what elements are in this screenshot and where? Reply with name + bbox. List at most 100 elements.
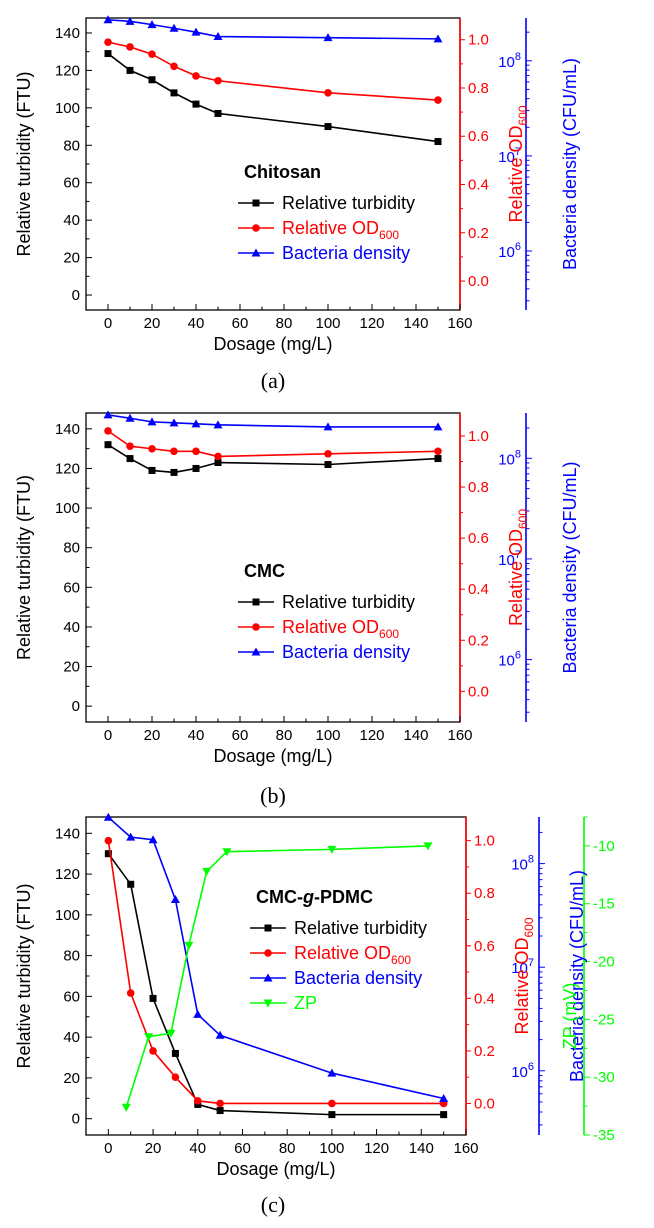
- p3-legend-marker-0: [264, 924, 272, 932]
- p2-series-1-point: [214, 452, 222, 461]
- p3-series-1-point: [193, 1097, 202, 1105]
- p2-x-tick-label: 120: [359, 727, 384, 744]
- p1-legend-label-2: Bacteria density: [282, 243, 410, 263]
- p1-y2-tick-label: 1.0: [468, 32, 489, 49]
- p3-y2-tick-label: 0.6: [474, 938, 495, 955]
- p2-series-0-point: [126, 455, 134, 463]
- p2-y-tick-label: 20: [63, 659, 80, 676]
- p2-series-1-point: [192, 447, 200, 456]
- p1-series-0-point: [104, 50, 112, 58]
- p1-x-tick-label: 60: [232, 315, 249, 332]
- p1-y-tick-label: 40: [63, 212, 80, 229]
- p2-series-1-point: [434, 447, 442, 456]
- p2-legend-marker-1: [252, 623, 260, 631]
- p1-y-tick-label: 60: [63, 175, 80, 192]
- p3-x-axis-title: Dosage (mg/L): [216, 1159, 335, 1179]
- p2-legend-marker-2: [251, 647, 261, 656]
- p3-series-3-point: [423, 842, 433, 851]
- p2-x-tick-label: 160: [447, 727, 472, 744]
- p1-y2-tick-label: 0.0: [468, 273, 489, 290]
- p3-series-1-point: [328, 1099, 336, 1108]
- p3-y-tick-label: 40: [63, 1029, 80, 1046]
- p2-x-tick-label: 60: [232, 727, 249, 744]
- p2-x-tick-label: 80: [276, 727, 293, 744]
- p1-series-1-point: [324, 89, 332, 97]
- p2-legend-label-0: Relative turbidity: [282, 592, 415, 612]
- p3-annotation: CMC-g-PDMC: [256, 887, 373, 907]
- p1-series-1-point: [192, 72, 200, 80]
- p2-y-tick-label: 120: [55, 460, 80, 477]
- p3-series-1-point: [149, 1047, 157, 1055]
- p2-y2-tick-label: 0.4: [468, 581, 489, 598]
- p3-series-1-point: [171, 1073, 180, 1081]
- p1-x-tick-label: 0: [104, 315, 112, 332]
- p3-y4-tick-label: -35: [593, 1127, 615, 1144]
- p1-series-0-point: [434, 138, 442, 146]
- p3-y4-tick-label: -30: [593, 1069, 615, 1086]
- p3-y3-tick-label: 107: [511, 957, 534, 977]
- p1-x-tick-label: 40: [188, 315, 205, 332]
- p1-series-2-point: [125, 16, 135, 25]
- p3-series-2-point: [126, 832, 136, 841]
- p1-y2-tick-label: 0.4: [468, 177, 489, 194]
- p3-y2-tick-label: 0.0: [474, 1095, 495, 1112]
- p1-series-line-2: [107, 18, 439, 40]
- p3-y2-tick-label: 0.4: [474, 990, 495, 1007]
- p2-series-2-point: [125, 413, 135, 422]
- p2-series-0-point: [434, 455, 442, 463]
- p2-y3-tick-label: 107: [498, 549, 521, 569]
- p3-series-1-point: [104, 836, 113, 845]
- p3-series-2-point: [193, 1009, 203, 1018]
- p3-series-3-point: [222, 848, 232, 857]
- p3-x-tick-label: 80: [279, 1140, 296, 1157]
- p1-x-tick-label: 140: [403, 315, 428, 332]
- p3-y4-tick-label: -20: [593, 954, 615, 971]
- p2-series-2-point: [433, 422, 443, 431]
- p2-y2-tick-label: 0.2: [468, 632, 489, 649]
- p1-series-0-point: [148, 76, 156, 84]
- p3-y2-tick-label: 0.8: [474, 885, 495, 902]
- p1-series-0-point: [126, 66, 134, 74]
- p1-x-tick-label: 160: [447, 315, 472, 332]
- p3-y3-tick-label: 108: [511, 854, 534, 874]
- p3-series-3-point: [184, 941, 194, 950]
- p3-series-2-point: [215, 1030, 225, 1039]
- p3-x-tick-label: 140: [409, 1140, 434, 1157]
- p3-x-tick-label: 20: [145, 1140, 162, 1157]
- p3-series-2-point: [439, 1093, 449, 1102]
- p3-series-3-point: [202, 867, 212, 876]
- p2-y2-tick-label: 0.6: [468, 530, 489, 547]
- p2-series-1-point: [126, 442, 134, 450]
- p3-legend-marker-3: [263, 999, 273, 1008]
- p3-y4-tick-label: -15: [593, 896, 615, 913]
- p1-y3-tick-label: 108: [498, 51, 521, 71]
- p2-y3-tick-label: 106: [498, 650, 521, 670]
- p1-x-axis-title: Dosage (mg/L): [213, 334, 332, 354]
- p1-series-1-point: [170, 62, 178, 71]
- p1-legend-label-1: Relative OD600: [282, 218, 399, 242]
- p1-series-1-point: [126, 43, 134, 51]
- p3-series-2-point: [170, 895, 180, 904]
- p1-x-tick-label: 20: [144, 315, 161, 332]
- p1-y-tick-label: 120: [55, 62, 80, 79]
- p2-series-2-point: [103, 410, 113, 419]
- p2-y-tick-label: 60: [63, 579, 80, 596]
- p1-series-2-point: [169, 23, 179, 32]
- p2-legend-label-2: Bacteria density: [282, 642, 410, 662]
- p3-y-tick-label: 60: [63, 988, 80, 1005]
- p2-y-tick-label: 40: [63, 619, 80, 636]
- p1-x-tick-label: 100: [315, 315, 340, 332]
- p1-x-tick-label: 120: [359, 315, 384, 332]
- p2-series-2-point: [323, 422, 333, 431]
- p3-series-2-point: [103, 812, 113, 821]
- p2-series-1-point: [170, 447, 178, 456]
- p3-series-line-0: [107, 853, 444, 1116]
- p3-legend-label-1: Relative OD600: [294, 943, 411, 967]
- p1-y2-axis-title: Relative OD600: [506, 105, 530, 222]
- p1-y3-axis-title: Bacteria density (CFU/mL): [560, 58, 580, 270]
- p3-legend-label-0: Relative turbidity: [294, 918, 427, 938]
- p3-legend-marker-1: [264, 949, 272, 957]
- p2-y2-tick-label: 0.0: [468, 683, 489, 700]
- p2-y3-tick-label: 108: [498, 448, 521, 468]
